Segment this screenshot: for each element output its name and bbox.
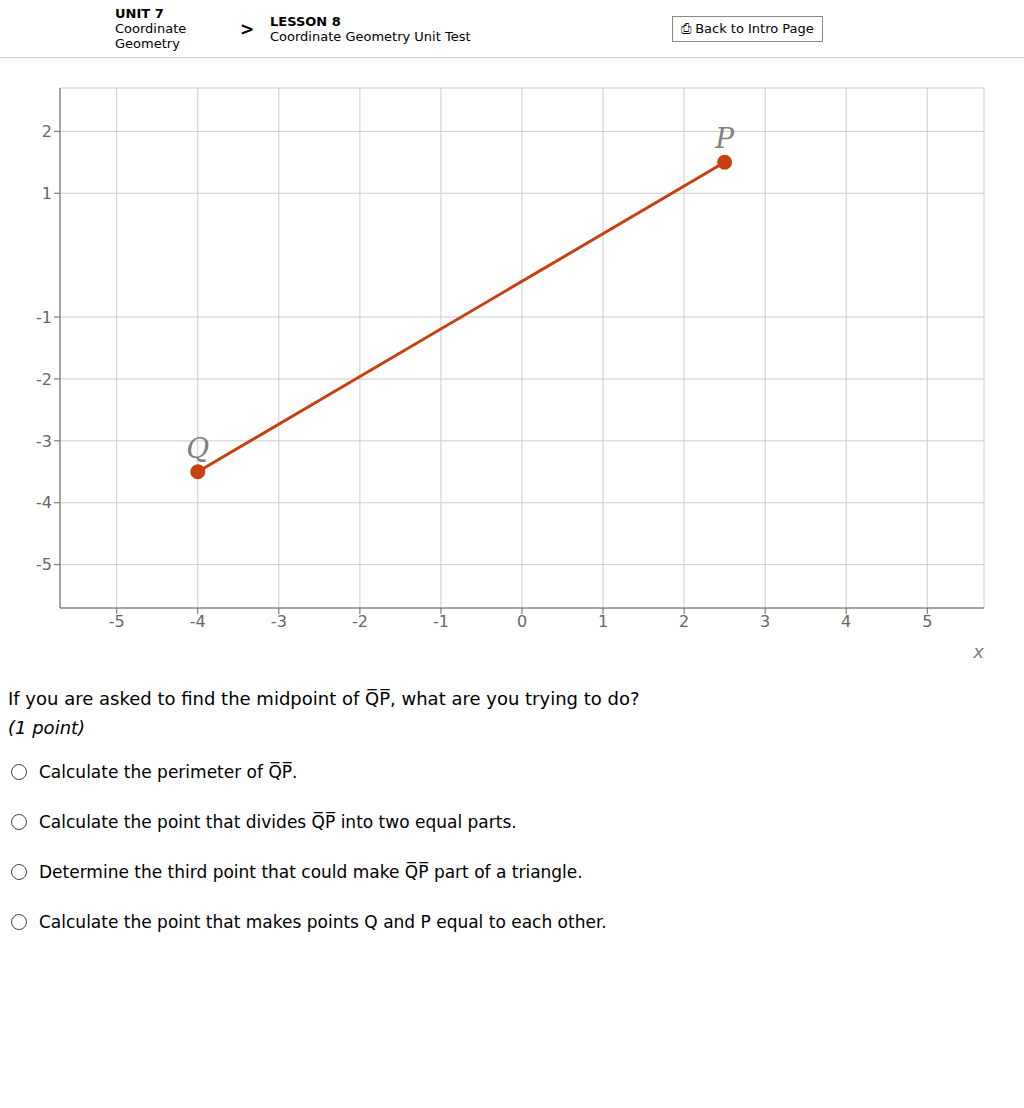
html-text:Calculate the point that makes: Calculate the point that makes points Q … <box>39 912 607 932</box>
svg-text:2: 2 <box>42 122 52 141</box>
svg-text:-1: -1 <box>433 612 449 631</box>
svg-text:-5: -5 <box>36 555 52 574</box>
html-text:Calculate the point that divid: Calculate the point that divides Q̅P̅ in… <box>39 812 517 832</box>
svg-text:1: 1 <box>42 184 52 203</box>
html-text:Calculate the perimeter of Q̅P: Calculate the perimeter of Q̅P̅. <box>39 762 298 782</box>
svg-text:4: 4 <box>841 612 851 631</box>
svg-text:Q: Q <box>186 432 209 465</box>
svg-text:-5: -5 <box>109 612 125 631</box>
svg-text:-3: -3 <box>271 612 287 631</box>
html-text:UNIT 7: UNIT 7 <box>115 6 164 21</box>
svg-text:5: 5 <box>922 612 932 631</box>
svg-text:-2: -2 <box>36 370 52 389</box>
svg-text:1: 1 <box>598 612 608 631</box>
html-text:If you are asked to find the m: If you are asked to find the midpoint of… <box>8 688 640 709</box>
svg-text:2: 2 <box>679 612 689 631</box>
html-text:LESSON 8: LESSON 8 <box>270 13 341 29</box>
html-text:Coordinate Geometry Unit Test: Coordinate Geometry Unit Test <box>270 28 471 44</box>
svg-text:0: 0 <box>517 612 527 631</box>
svg-text:-3: -3 <box>36 432 52 451</box>
html-text:Coordinate Geometry: Coordinate Geometry <box>115 21 187 51</box>
svg-text:-4: -4 <box>190 612 206 631</box>
svg-text:P: P <box>714 122 735 155</box>
svg-text:-1: -1 <box>36 308 52 327</box>
svg-text:-2: -2 <box>352 612 368 631</box>
svg-text:-4: -4 <box>36 493 52 512</box>
html-text:⎙ Back to Intro Page: ⎙ Back to Intro Page <box>681 20 814 36</box>
html-text:(1 point): (1 point) <box>8 717 86 738</box>
svg-text:x: x <box>972 641 984 662</box>
svg-text:3: 3 <box>760 612 770 631</box>
html-text:Determine the third point that: Determine the third point that could mak… <box>39 862 583 882</box>
